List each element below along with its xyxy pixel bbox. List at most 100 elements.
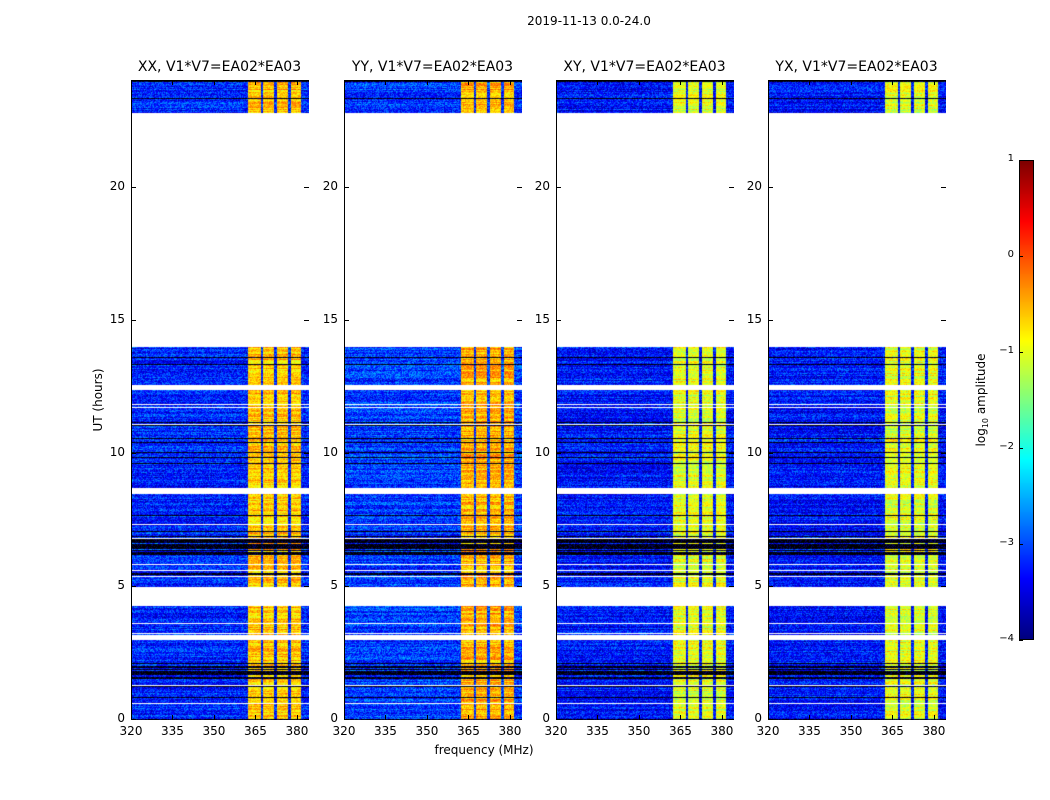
y-tick-label: 20 [109,178,125,193]
x-tick-mark [638,80,640,85]
colorbar-tick-mark [1019,352,1023,353]
colorbar-tick-mark [1019,160,1023,161]
y-tick-label: 0 [542,711,550,725]
x-tick-mark [509,80,511,85]
colorbar-tick-mark [1019,448,1023,449]
panel-title: XX, V1*V7=EA02*EA03 [137,59,302,75]
y-tick-mark [729,186,734,188]
colorbar [1019,160,1034,640]
x-tick-mark [933,715,935,720]
x-tick-label: 350 [202,724,226,738]
y-tick-mark [517,719,522,720]
x-tick-label: 365 [244,724,267,738]
y-tick-label: 10 [322,444,338,459]
y-tick-label: 5 [542,577,550,592]
x-tick-mark [468,80,470,85]
y-tick-mark [304,719,309,720]
x-tick-label: 320 [119,724,143,738]
x-tick-mark [296,715,298,720]
y-tick-label: 20 [746,178,762,193]
heatmap-panel [768,80,946,720]
x-tick-mark [597,715,599,720]
x-tick-mark [721,80,723,85]
x-tick-label: 335 [161,724,184,738]
x-tick-mark [131,715,132,720]
x-tick-label: 365 [669,724,692,738]
x-tick-mark [850,715,852,720]
y-tick-label: 10 [746,444,762,459]
heatmap-panel [556,80,734,720]
heatmap-image [132,81,309,720]
y-tick-label: 0 [117,711,125,725]
y-tick-mark [729,719,734,720]
x-tick-mark [385,80,387,85]
y-tick-mark [768,719,773,720]
x-tick-mark [172,80,174,85]
y-tick-mark [517,186,522,188]
y-tick-mark [517,585,522,587]
y-tick-mark [768,452,773,454]
y-tick-label: 20 [534,178,550,193]
y-tick-label: 0 [330,711,338,725]
x-tick-mark [638,715,640,720]
x-tick-mark [213,715,215,720]
x-tick-label: 335 [798,724,821,738]
y-tick-mark [131,452,136,454]
x-tick-mark [680,715,682,720]
colorbar-tick-label: 1 [1007,153,1014,164]
y-tick-label: 0 [754,711,762,725]
y-tick-mark [304,585,309,587]
x-tick-mark [255,715,257,720]
x-tick-mark [556,715,557,720]
colorbar-label-sub: 10 [981,417,991,429]
y-tick-label: 5 [754,577,762,592]
x-tick-mark [468,715,470,720]
figure-title: 2019-11-13 0.0-24.0 [527,14,651,28]
panel-title: YY, V1*V7=EA02*EA03 [351,59,514,75]
heatmap-image [345,81,522,720]
y-axis-label: UT (hours) [91,368,105,432]
y-tick-mark [729,319,734,321]
colorbar-tick-label: −2 [999,441,1014,452]
colorbar-label-log: log [973,428,988,447]
x-tick-mark [296,80,298,85]
colorbar-tick-mark [1019,544,1023,545]
y-tick-mark [768,585,773,587]
x-tick-label: 350 [627,724,651,738]
x-tick-mark [768,80,769,85]
x-tick-mark [556,80,557,85]
y-tick-label: 15 [322,311,338,326]
x-tick-mark [172,715,174,720]
x-tick-mark [721,715,723,720]
y-tick-mark [556,719,561,720]
colorbar-label-rest: amplitude [973,353,988,418]
panel-title: XY, V1*V7=EA02*EA03 [563,59,726,75]
y-tick-mark [131,719,136,720]
y-tick-label: 15 [746,311,762,326]
y-tick-mark [517,452,522,454]
y-tick-mark [304,186,309,188]
y-tick-mark [131,585,136,587]
y-tick-label: 15 [109,311,125,326]
y-tick-label: 20 [322,178,338,193]
y-tick-mark [344,319,349,321]
y-tick-mark [556,186,561,188]
heatmap-image [557,81,734,720]
y-tick-label: 15 [534,311,550,326]
y-tick-mark [768,186,773,188]
colorbar-tick-label: −4 [999,633,1014,644]
x-tick-label: 320 [544,724,568,738]
heatmap-panel [131,80,309,720]
colorbar-tick-mark [1019,640,1023,641]
y-tick-mark [941,585,946,587]
x-tick-mark [509,715,511,720]
x-tick-label: 380 [498,724,522,738]
x-tick-label: 365 [881,724,904,738]
x-tick-label: 350 [415,724,439,738]
y-tick-mark [729,452,734,454]
colorbar-tick-label: −1 [999,345,1014,356]
x-tick-label: 335 [586,724,609,738]
x-tick-mark [426,80,428,85]
colorbar-tick-label: 0 [1007,249,1014,260]
